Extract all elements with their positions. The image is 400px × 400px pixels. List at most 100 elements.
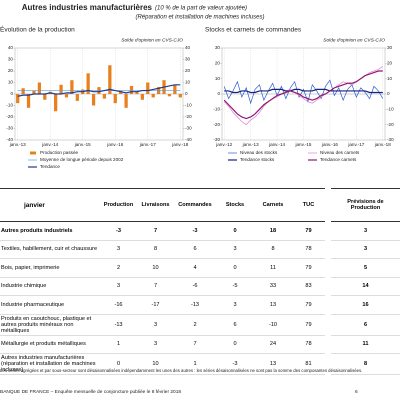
cell: 3 xyxy=(100,277,137,296)
cell: 3 xyxy=(325,240,400,259)
row-label: Autres industries manufacturières (répar… xyxy=(0,353,100,375)
column-header: TUC xyxy=(292,188,328,222)
bar xyxy=(108,65,112,94)
cell: 6 xyxy=(216,314,254,336)
column-header: Commandes xyxy=(174,188,216,222)
cell: 7 xyxy=(137,221,174,241)
cell: 0 xyxy=(100,353,137,375)
bar xyxy=(86,73,90,94)
y2-tick-label: 20 xyxy=(185,68,191,73)
table-row: Bois, papier, imprimerie 2 10 4 0 11 79 5 xyxy=(0,258,400,278)
cell: 24 xyxy=(254,335,292,354)
line xyxy=(224,88,383,94)
cell: 78 xyxy=(292,240,328,259)
page-number: 6 xyxy=(355,390,358,395)
legend-label: Production passée xyxy=(40,150,78,155)
table-wrap: janvier Production Livraisons Commandes Stoc… xyxy=(0,188,400,375)
legend-swatch xyxy=(30,151,36,155)
y-tick-label: -10 xyxy=(213,107,220,112)
legend-label: Tendance carnets xyxy=(320,157,357,162)
cell: 0 xyxy=(216,221,254,241)
column-header: Livraisons xyxy=(137,188,174,222)
cell: 11 xyxy=(254,258,292,278)
line xyxy=(223,79,384,105)
bar xyxy=(16,94,20,104)
bar xyxy=(151,94,155,98)
bar xyxy=(140,94,144,100)
y-tick-label: 40 xyxy=(8,45,14,50)
x-tick-label: janv.-15 xyxy=(74,142,91,147)
cell: 1 xyxy=(100,335,137,354)
row-label: Métallurgie et produits métalliques xyxy=(0,335,100,354)
cell: 0 xyxy=(216,258,254,278)
cell: 79 xyxy=(292,221,328,241)
legend-label: Niveau des carnets xyxy=(320,150,360,155)
chart-subtitle: Solde d'opinion en CVS-CJO xyxy=(323,37,385,43)
y2-tick-label: 20 xyxy=(387,61,393,66)
title-note: (10 % de la part de valeur ajoutée) xyxy=(155,6,247,12)
line xyxy=(223,70,383,120)
charts: Autres industries manufacturières (10 % … xyxy=(0,3,394,169)
cell: 10 xyxy=(137,353,174,375)
legend-label: Tendance stocks xyxy=(240,157,275,162)
table-row: Autres produits industriels -3 7 -3 0 18 79 3 xyxy=(0,221,400,241)
bar xyxy=(26,94,31,108)
cell: 79 xyxy=(292,295,328,315)
bar xyxy=(37,82,42,94)
legend-label: Moyenne de longue période depuis 2002 xyxy=(40,157,124,162)
x-tick-label: janv.-12 xyxy=(215,142,232,147)
cell: -13 xyxy=(100,314,137,336)
x-tick-label: janv.-17 xyxy=(139,142,156,147)
cell: 16 xyxy=(325,295,400,315)
header-row: janvier Production Livraisons Commandes Stoc… xyxy=(0,188,400,222)
cell: 6 xyxy=(325,314,400,336)
bar xyxy=(32,90,36,94)
cell: -6 xyxy=(174,277,216,296)
y-tick-label: 0 xyxy=(10,91,13,96)
bar xyxy=(113,94,117,104)
column-header: Production xyxy=(100,188,137,222)
cell: 4 xyxy=(174,258,216,278)
cell: 10 xyxy=(137,258,174,278)
y-tick-label: -10 xyxy=(6,103,13,108)
cell: 79 xyxy=(292,314,328,336)
subtitle: (Réparation et installation de machines … xyxy=(135,15,264,21)
bar xyxy=(102,94,107,99)
cell: -13 xyxy=(174,295,216,315)
table-row: Textiles, habillement, cuir et chaussure… xyxy=(0,240,400,259)
y-tick-label: 20 xyxy=(215,61,221,66)
y2-tick-label: -40 xyxy=(185,137,192,142)
cell: 3 xyxy=(216,240,254,259)
y2-tick-label: 10 xyxy=(185,80,191,85)
cell: 7 xyxy=(137,277,174,296)
cell: 13 xyxy=(254,295,292,315)
table-row: Métallurgie et produits métalliques 1 3 7 0 2… xyxy=(0,335,400,354)
bar xyxy=(91,94,96,106)
cell: 83 xyxy=(292,277,328,296)
cell: 78 xyxy=(292,335,328,354)
y2-tick-label: 40 xyxy=(185,45,191,50)
bar xyxy=(70,80,74,94)
y-tick-label: 10 xyxy=(215,76,221,81)
cell: 6 xyxy=(174,240,216,259)
y-tick-label: 20 xyxy=(8,68,14,73)
x-tick-label: janv.-16 xyxy=(321,142,338,147)
column-header: Prévisions de Production xyxy=(325,188,400,222)
x-tick-label: janv.-13 xyxy=(9,142,26,147)
line xyxy=(17,84,181,97)
y2-tick-label: -20 xyxy=(185,114,192,119)
cell: -3 xyxy=(216,353,254,375)
chart-title: Évolution de la production xyxy=(0,25,75,34)
y-tick-label: -30 xyxy=(6,126,13,131)
x-tick-label: janv.-17 xyxy=(347,142,364,147)
x-tick-label: janv.-16 xyxy=(106,142,123,147)
bar xyxy=(146,82,150,94)
bar xyxy=(167,94,172,97)
chart-title: Stocks et carnets de commandes xyxy=(205,27,302,34)
cell: 1 xyxy=(174,353,216,375)
y-tick-label: -30 xyxy=(213,137,220,142)
line xyxy=(223,66,383,126)
cell: 8 xyxy=(325,353,400,375)
x-tick-label: janv.-15 xyxy=(294,142,311,147)
